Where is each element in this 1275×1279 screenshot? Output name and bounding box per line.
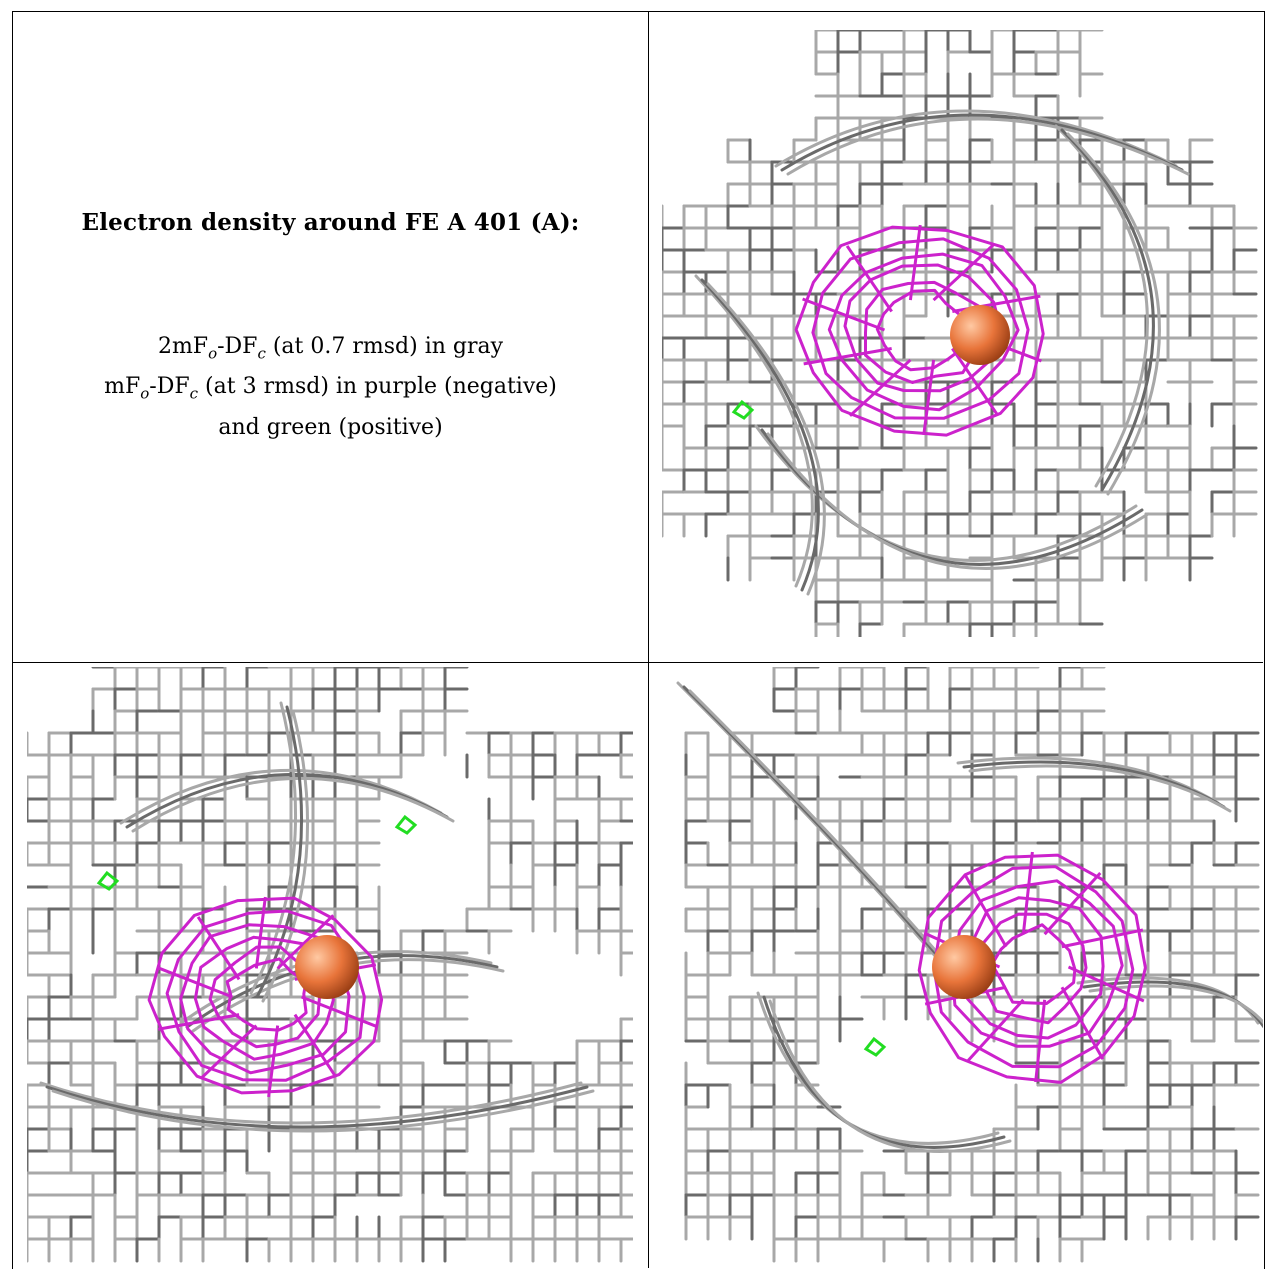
density-view-bottom-left bbox=[27, 667, 633, 1268]
positive-density-mesh bbox=[96, 814, 418, 891]
density-view-top-right bbox=[662, 30, 1263, 637]
legend-purple-line: mFo-DFc (at 3 rmsd) in purple (negative) bbox=[104, 374, 557, 403]
density-mesh-image bbox=[662, 30, 1258, 637]
fe-atom-sphere bbox=[950, 305, 1010, 365]
positive-density-mesh bbox=[731, 399, 755, 420]
density-view-bottom-right bbox=[664, 667, 1263, 1268]
legend-gray-line: 2mFo-DFc (at 0.7 rmsd) in gray bbox=[157, 334, 504, 363]
caption-title: Electron density around FE A 401 (A): bbox=[81, 209, 580, 236]
figure-caption: Electron density around FE A 401 (A): 2m… bbox=[13, 12, 648, 662]
positive-density-mesh bbox=[863, 1036, 887, 1057]
gray-mesh bbox=[676, 667, 1263, 1263]
density-mesh-image bbox=[676, 667, 1263, 1263]
negative-density-mesh bbox=[147, 896, 384, 1098]
fe-atom-sphere bbox=[295, 935, 359, 999]
caption-legend: 2mFo-DFc (at 0.7 rmsd) in gray mFo-DFc (… bbox=[13, 330, 648, 444]
fe-atom-sphere bbox=[932, 935, 996, 999]
density-mesh-image bbox=[27, 667, 633, 1263]
column-divider bbox=[648, 11, 649, 1268]
legend-green-line: and green (positive) bbox=[218, 414, 443, 440]
row-divider bbox=[12, 662, 1263, 663]
figure-frame bbox=[12, 11, 1265, 1269]
